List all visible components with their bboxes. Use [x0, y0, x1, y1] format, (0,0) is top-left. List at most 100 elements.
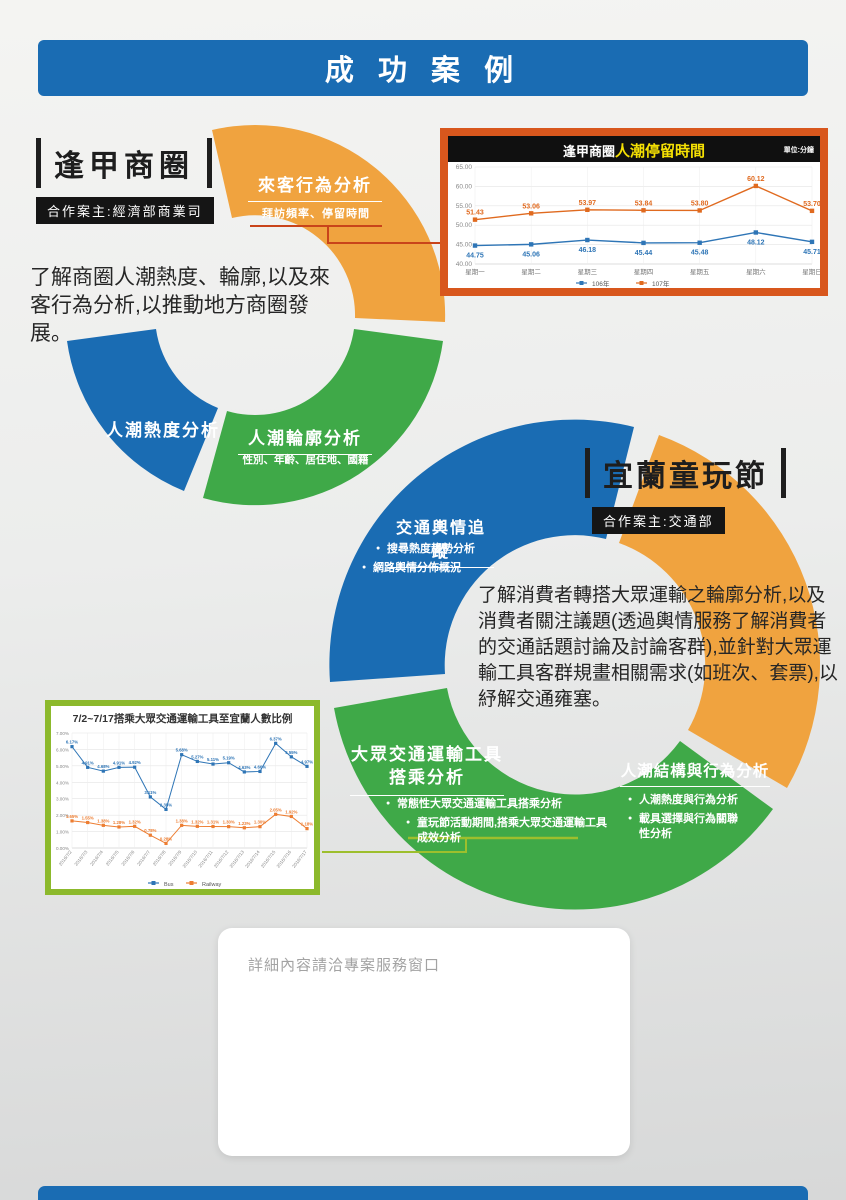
x-tick-label: 星期一: [465, 268, 485, 276]
chart1-unit-label: 單位:分鐘: [783, 147, 814, 154]
data-point: [132, 824, 136, 828]
case1-client-badge: 合作案主:經濟部商業司: [36, 197, 214, 224]
data-point: [116, 825, 121, 829]
point-label: 1.32%: [128, 819, 140, 824]
footer-bar: [38, 1186, 808, 1200]
legend-label: 106年: [592, 279, 610, 288]
data-point: [304, 764, 309, 768]
x-tick-label: 星期日: [802, 268, 820, 276]
donut1-green-segment: [203, 329, 443, 506]
bullet-item: 網路輿情分佈概況: [362, 561, 492, 575]
x-tick-label: 星期六: [746, 267, 766, 276]
point-label: 53.70: [803, 201, 820, 208]
point-label: 4.66%: [253, 764, 265, 769]
y-tick-label: 0.00%: [55, 846, 68, 851]
x-tick-label: 2016/7/12: [212, 849, 229, 869]
data-point: [641, 240, 646, 246]
segment-label-visitor-behavior: 來客行為分析: [248, 171, 382, 202]
data-point: [242, 770, 246, 774]
data-point: [101, 769, 105, 773]
x-tick-label: 星期三: [578, 268, 598, 276]
case2-description: 了解消費者轉搭大眾運輸之輪廓分析,以及消費者關注議題(透過輿情服務了解消費者的交…: [478, 585, 838, 711]
point-label: 3.11%: [144, 790, 156, 795]
y-tick-label: 50.00: [456, 222, 473, 229]
x-tick-label: 2016/7/5: [104, 849, 119, 867]
point-label: 1.23%: [238, 821, 250, 826]
data-point: [528, 211, 534, 216]
chart2-title: 7/2~7/17搭乘大眾交通運輸工具至宜蘭人數比例: [72, 713, 293, 725]
segment-sub-visit-frequency: 拜訪頻率、停留時間: [250, 205, 382, 227]
data-point: [289, 755, 293, 759]
segment-bullets-transit-usage: 常態性大眾交通運輸工具搭乘分析 童玩節活動期間,搭乘大眾交通運輸工具成效分析: [386, 797, 607, 850]
point-label: 5.68%: [175, 748, 187, 753]
point-label: 60.12: [747, 176, 765, 183]
page-title-banner: 成 功 案 例: [38, 40, 808, 96]
legend-marker-dot: [189, 881, 193, 885]
y-tick-label: 7.00%: [55, 731, 68, 736]
bullet-item: 搜尋熱度趨勢分析: [376, 542, 492, 556]
point-label: 53.97: [579, 200, 597, 207]
legend-marker-dot: [639, 281, 644, 285]
data-point: [179, 753, 183, 757]
point-label: 1.31%: [206, 819, 218, 824]
data-point: [472, 217, 478, 222]
data-point: [85, 765, 89, 769]
x-tick-label: 2016/7/8: [151, 849, 166, 867]
legend-marker-dot: [579, 281, 584, 285]
bullet-item: 人潮熱度與行為分析: [628, 793, 754, 807]
point-label: 2.05%: [269, 807, 281, 812]
case1-heading-block: 逢甲商圈 合作案主:經濟部商業司: [36, 138, 214, 224]
point-label: 48.12: [747, 239, 765, 246]
y-tick-label: 55.00: [456, 203, 473, 210]
data-point: [273, 812, 277, 816]
data-point: [179, 823, 183, 827]
x-tick-label: 2016/7/7: [136, 849, 151, 867]
data-point: [273, 741, 277, 745]
point-label: 4.92%: [128, 760, 140, 765]
y-tick-label: 3.00%: [55, 797, 68, 802]
point-label: 1.65%: [65, 814, 77, 819]
x-tick-label: 2016/7/17: [291, 849, 308, 869]
point-label: 0.78%: [144, 828, 156, 833]
segment-label-crowd-profile: 人潮輪廓分析: [238, 424, 372, 455]
point-label: 5.19%: [222, 756, 234, 761]
data-point: [226, 825, 230, 829]
data-point: [163, 841, 168, 845]
data-point: [289, 814, 293, 819]
data-point: [242, 826, 246, 830]
x-tick-label: 2016/7/14: [244, 849, 261, 869]
data-point: [69, 819, 74, 823]
data-point: [210, 824, 215, 829]
point-label: 53.06: [522, 203, 540, 210]
point-label: 5.27%: [191, 754, 203, 759]
data-point: [148, 833, 152, 837]
data-point: [210, 762, 215, 766]
point-label: 1.18%: [300, 822, 312, 827]
segment-label-crowd-structure: 人潮結構與行為分析: [620, 759, 770, 787]
case1-description: 了解商圈人潮熱度、輪廓,以及來客行為分析,以推動地方商圈發展。: [30, 266, 330, 345]
point-label: 5.11%: [207, 757, 219, 762]
x-tick-label: 2016/7/6: [120, 849, 135, 867]
data-point: [195, 824, 199, 828]
bullet-item: 童玩節活動期間,搭乘大眾交通運輸工具成效分析: [406, 816, 617, 845]
data-point: [472, 243, 478, 248]
y-tick-label: 5.00%: [55, 764, 68, 769]
point-label: 0.28%: [159, 836, 171, 841]
point-label: 1.28%: [112, 820, 124, 825]
contact-note-box: 詳細內容請洽專案服務窗口: [218, 928, 630, 1156]
point-label: 1.30%: [222, 820, 234, 825]
connector-to-chart1: [327, 226, 441, 244]
x-tick-label: 2016/7/15: [259, 849, 276, 869]
legend-label: 107年: [652, 279, 670, 288]
segment-sub-demographics: 性別、年齡、居住地、國籍: [242, 454, 369, 466]
point-label: 45.71: [803, 249, 820, 256]
point-label: 53.80: [691, 200, 709, 207]
x-tick-label: 2016/7/10: [181, 849, 198, 869]
data-point: [132, 765, 136, 769]
point-label: 1.55%: [81, 816, 93, 821]
y-tick-label: 4.00%: [55, 780, 68, 785]
legend-label: Bus: [164, 882, 174, 888]
data-point: [148, 795, 152, 799]
